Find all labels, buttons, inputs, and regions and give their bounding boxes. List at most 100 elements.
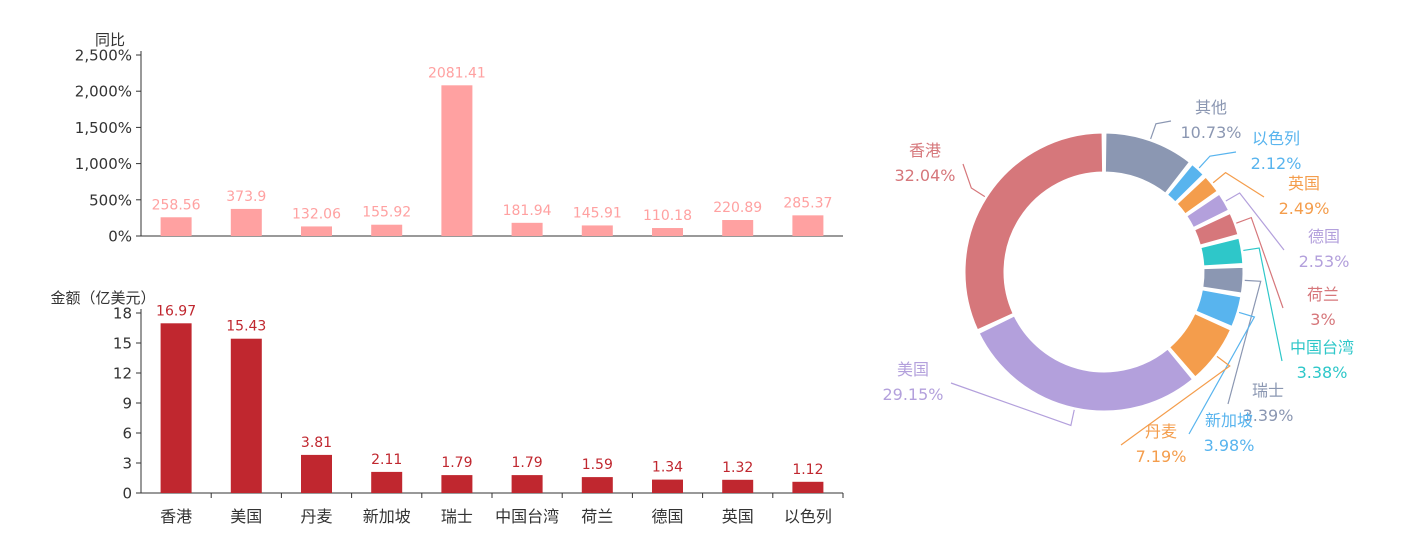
y-tick-label: 1,000%	[75, 155, 132, 173]
pie-slice	[1186, 193, 1230, 229]
bar-value-label: 2.11	[371, 452, 402, 468]
y-tick-label: 2,000%	[75, 83, 132, 101]
pie-slice-value: 3.39%	[1243, 406, 1294, 425]
bar-value-label: 110.18	[643, 208, 692, 224]
pie-slice-value: 2.12%	[1251, 154, 1302, 173]
pie-slice	[1194, 212, 1239, 246]
y-tick-label: 9	[122, 395, 132, 413]
x-tick-label: 德国	[651, 507, 683, 526]
pie-slice-value: 3.38%	[1297, 363, 1348, 382]
bar-value-label: 1.79	[512, 455, 543, 471]
bar-value-label: 132.06	[292, 206, 341, 222]
x-tick-label: 美国	[230, 507, 262, 526]
bar	[441, 85, 473, 237]
bar-value-label: 1.12	[792, 462, 823, 478]
bar-value-label: 285.37	[783, 195, 832, 211]
pie-slice-label: 其他	[1195, 98, 1227, 117]
pie-slice	[1166, 163, 1204, 203]
pie-slice-label: 以色列	[1252, 129, 1300, 148]
bar	[652, 479, 683, 493]
pie-slice-label: 丹麦	[1145, 422, 1177, 441]
pie-leader-line	[1236, 216, 1284, 309]
bar	[371, 471, 403, 493]
pie-slice-value: 7.19%	[1136, 447, 1187, 466]
x-tick-label: 新加坡	[363, 507, 411, 526]
bar-value-label: 181.94	[503, 203, 552, 219]
bar	[230, 208, 262, 236]
pie-leader-line	[962, 163, 986, 198]
pie-slice-label: 美国	[897, 360, 929, 379]
pie-slice-label: 香港	[909, 141, 941, 160]
pie-slice	[1169, 313, 1232, 378]
pie-slice-value: 3.98%	[1204, 436, 1255, 455]
pie-slice-value: 10.73%	[1180, 123, 1241, 142]
bar	[581, 225, 613, 236]
pie-slice-value: 32.04%	[894, 166, 955, 185]
bar	[160, 323, 192, 493]
pie-leader-line	[1120, 355, 1231, 446]
pie-slice-label: 德国	[1308, 227, 1340, 246]
bar-value-label: 145.91	[573, 205, 622, 221]
y-tick-label: 15	[113, 335, 132, 353]
pie-slice	[1202, 266, 1244, 294]
bar	[792, 481, 824, 493]
pie-slice	[1195, 289, 1242, 328]
bar	[160, 217, 192, 236]
pie-leader-line	[1243, 247, 1283, 362]
y-tick-label: 0	[122, 485, 132, 503]
x-tick-label: 瑞士	[441, 507, 473, 526]
y-tick-label: 2,500%	[75, 47, 132, 65]
bar-value-label: 15.43	[226, 319, 266, 335]
bar	[652, 228, 683, 236]
x-tick-label: 荷兰	[581, 507, 613, 526]
bar	[371, 224, 403, 236]
bar	[722, 220, 754, 236]
bar-value-label: 1.59	[582, 457, 613, 473]
pie-slice-label: 新加坡	[1205, 411, 1253, 430]
bar	[441, 475, 473, 493]
y-axis-title: 金额（亿美元）	[50, 289, 155, 307]
y-tick-label: 18	[113, 305, 132, 323]
pie-slice-label: 荷兰	[1307, 285, 1339, 304]
bar	[511, 222, 543, 236]
pie-slice	[1104, 132, 1190, 194]
bar	[792, 215, 824, 236]
pie-leader-line	[1212, 171, 1265, 198]
pie-slice-value: 2.53%	[1299, 252, 1350, 271]
bar-value-label: 1.34	[652, 460, 683, 476]
pie-slice-label: 英国	[1288, 174, 1320, 193]
bar-value-label: 258.56	[152, 197, 201, 213]
pie-leader-line	[1188, 311, 1256, 435]
pie-leader-line	[1227, 279, 1262, 405]
bar	[581, 477, 613, 493]
bar	[511, 475, 543, 493]
x-tick-label: 中国台湾	[495, 507, 559, 526]
y-tick-label: 6	[122, 425, 132, 443]
pie-slice-value: 3%	[1310, 310, 1335, 329]
pie-slice-label: 瑞士	[1252, 381, 1284, 400]
x-tick-label: 香港	[160, 507, 192, 526]
bar-value-label: 2081.41	[428, 65, 486, 81]
x-tick-label: 英国	[722, 507, 754, 526]
bar-value-label: 1.79	[441, 455, 472, 471]
bar	[301, 454, 332, 493]
pie-slice-value: 29.15%	[882, 385, 943, 404]
pie-leader-line	[1225, 192, 1285, 251]
bar-value-label: 1.32	[722, 460, 753, 476]
x-tick-label: 丹麦	[300, 507, 332, 526]
pie-leader-line	[1198, 151, 1237, 169]
pie-slice	[964, 132, 1104, 331]
pie-slice	[1200, 237, 1244, 267]
y-tick-label: 500%	[89, 191, 132, 209]
y-axis-title: 同比	[95, 31, 125, 49]
y-tick-label: 3	[122, 455, 132, 473]
pie-slice-label: 中国台湾	[1290, 338, 1354, 357]
pie-leader-line	[950, 382, 1075, 427]
bar-value-label: 373.9	[226, 189, 266, 205]
pie-slice-value: 2.49%	[1279, 199, 1330, 218]
pie-slice	[978, 315, 1194, 412]
y-tick-label: 1,500%	[75, 119, 132, 137]
bar	[230, 338, 262, 493]
bar	[301, 226, 332, 236]
